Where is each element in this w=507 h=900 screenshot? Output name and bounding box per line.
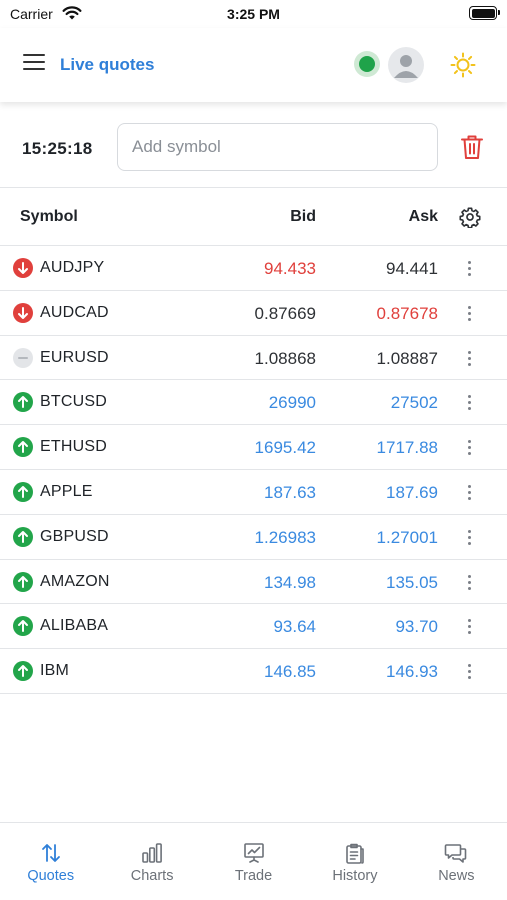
price-up-icon <box>13 481 33 502</box>
price-up-icon <box>13 616 33 637</box>
quote-bid: 93.64 <box>273 617 316 637</box>
presentation-chart-icon <box>243 843 264 863</box>
price-up-icon <box>13 392 33 413</box>
page-title: Live quotes <box>60 55 155 74</box>
chat-bubbles-icon <box>445 844 467 863</box>
status-time: 3:25 PM <box>227 6 280 22</box>
user-icon <box>394 55 418 78</box>
more-vertical-icon[interactable] <box>462 438 476 458</box>
gear-icon[interactable] <box>459 206 481 228</box>
price-down-icon <box>13 258 33 278</box>
nav-tab-quotes[interactable]: Quotes <box>0 823 101 900</box>
price-up-icon <box>13 661 33 682</box>
column-header-bid: Bid <box>290 208 316 225</box>
nav-tab-trade[interactable]: Trade <box>203 823 304 900</box>
quote-bid: 134.98 <box>264 572 316 592</box>
quote-bid: 1695.42 <box>254 438 316 458</box>
quote-row[interactable]: AUDCAD 0.87669 0.87678 <box>0 291 507 336</box>
quote-ask: 1717.88 <box>376 438 438 458</box>
more-vertical-icon[interactable] <box>462 393 476 413</box>
quote-row[interactable]: GBPUSD 1.26983 1.27001 <box>0 515 507 560</box>
nav-label-quotes: Quotes <box>27 868 75 884</box>
connection-status-indicator <box>354 51 380 77</box>
quote-ask: 1.27001 <box>376 527 438 547</box>
bar-chart-icon <box>142 843 163 863</box>
nav-label-history: History <box>332 868 378 884</box>
quote-symbol: IBM <box>40 662 70 680</box>
battery-icon <box>469 6 500 20</box>
quote-symbol: AMAZON <box>40 572 110 590</box>
quote-row[interactable]: APPLE 187.63 187.69 <box>0 470 507 515</box>
quote-symbol: ETHUSD <box>40 438 107 456</box>
arrows-swap-icon <box>41 844 60 862</box>
quote-symbol: AUDJPY <box>40 259 105 276</box>
more-vertical-icon[interactable] <box>462 349 476 369</box>
quotes-toolbar: 15:25:18 <box>0 102 507 188</box>
more-vertical-icon[interactable] <box>462 573 476 593</box>
quotes-table-header: Symbol Bid Ask <box>0 188 507 246</box>
quote-row[interactable]: ALIBABA 93.64 93.70 <box>0 604 507 650</box>
hamburger-menu-icon[interactable] <box>23 54 47 74</box>
nav-tab-charts[interactable]: Charts <box>101 823 202 900</box>
quote-bid: 187.63 <box>264 482 316 502</box>
app-header: Live quotes <box>0 28 507 102</box>
quote-symbol: BTCUSD <box>40 393 107 411</box>
nav-label-charts: Charts <box>130 868 174 884</box>
server-time: 15:25:18 <box>22 139 93 158</box>
quote-row[interactable]: IBM 146.85 146.93 <box>0 649 507 694</box>
sun-icon[interactable] <box>450 52 476 78</box>
column-header-ask: Ask <box>408 208 438 225</box>
quote-row[interactable]: AUDJPY 94.433 94.441 <box>0 246 507 291</box>
add-symbol-input[interactable] <box>117 123 438 171</box>
trash-icon[interactable] <box>460 134 484 160</box>
quote-bid: 146.85 <box>264 662 316 682</box>
quote-symbol: ALIBABA <box>40 617 109 635</box>
more-vertical-icon[interactable] <box>462 617 476 637</box>
quote-ask: 1.08887 <box>376 348 438 368</box>
quote-ask: 93.70 <box>395 617 438 637</box>
carrier-label: Carrier <box>10 6 53 22</box>
quote-symbol: APPLE <box>40 482 93 500</box>
price-up-icon <box>13 437 33 458</box>
quote-ask: 94.441 <box>386 259 438 278</box>
price-up-icon <box>13 526 33 547</box>
more-vertical-icon[interactable] <box>462 483 476 503</box>
quotes-list: AUDJPY 94.433 94.441 AUDCAD 0.87669 0.87678 EU… <box>0 246 507 694</box>
quote-ask: 0.87678 <box>376 303 438 323</box>
more-vertical-icon[interactable] <box>462 304 476 324</box>
quote-ask: 135.05 <box>386 572 438 592</box>
more-vertical-icon[interactable] <box>462 662 476 682</box>
clipboard-history-icon <box>346 843 364 864</box>
price-down-icon <box>13 302 33 323</box>
nav-label-news: News <box>438 868 475 884</box>
nav-tab-news[interactable]: News <box>406 823 507 900</box>
bottom-navigation: Quotes Charts Trade <box>0 822 507 900</box>
more-vertical-icon[interactable] <box>462 528 476 548</box>
quote-bid: 0.87669 <box>254 303 316 323</box>
quote-symbol: EURUSD <box>40 348 109 366</box>
quote-symbol: AUDCAD <box>40 303 109 321</box>
more-vertical-icon[interactable] <box>462 259 476 279</box>
quote-row[interactable]: EURUSD 1.08868 1.08887 <box>0 336 507 381</box>
quote-ask: 146.93 <box>386 662 438 682</box>
price-unchanged-icon <box>13 347 33 368</box>
status-bar: Carrier 3:25 PM <box>0 0 507 28</box>
avatar[interactable] <box>388 47 424 83</box>
quote-symbol: GBPUSD <box>40 527 109 545</box>
quote-ask: 27502 <box>390 393 438 413</box>
quote-row[interactable]: ETHUSD 1695.42 1717.88 <box>0 425 507 470</box>
quote-bid: 26990 <box>268 393 316 413</box>
quote-bid: 1.08868 <box>254 348 316 368</box>
quote-ask: 187.69 <box>386 482 438 502</box>
quote-bid: 1.26983 <box>254 527 316 547</box>
nav-label-trade: Trade <box>234 868 273 884</box>
quote-bid: 94.433 <box>264 259 316 278</box>
column-header-symbol: Symbol <box>20 208 78 225</box>
wifi-icon <box>62 6 82 20</box>
price-up-icon <box>13 571 33 592</box>
quote-row[interactable]: AMAZON 134.98 135.05 <box>0 560 507 605</box>
quote-row[interactable]: BTCUSD 26990 27502 <box>0 380 507 426</box>
nav-tab-history[interactable]: History <box>304 823 405 900</box>
